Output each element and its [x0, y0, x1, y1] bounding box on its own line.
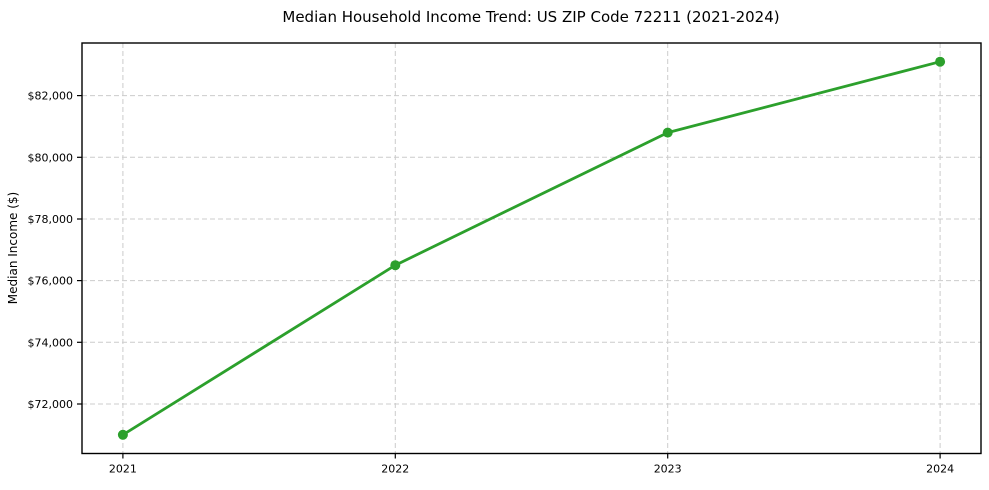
x-tick-label: 2023 — [654, 463, 682, 476]
data-point-marker — [390, 260, 401, 271]
data-point-marker — [117, 429, 128, 440]
data-point-marker — [935, 56, 946, 67]
y-tick-label: $82,000 — [28, 90, 74, 103]
x-tick-label: 2024 — [926, 463, 954, 476]
x-tick-label: 2021 — [109, 463, 137, 476]
data-point-marker — [662, 127, 673, 138]
axis-ticks — [77, 94, 941, 459]
tick-labels: $72,000 $74,000 $76,000 $78,000 $80,000 $82,0… — [28, 90, 955, 476]
y-tick-label: $76,000 — [28, 275, 74, 288]
y-tick-label: $80,000 — [28, 151, 74, 164]
chart-title: Median Household Income Trend: US ZIP Co… — [282, 8, 779, 26]
gridlines — [82, 43, 981, 454]
y-axis-label: Median Income ($) — [6, 192, 20, 304]
x-tick-label: 2022 — [381, 463, 409, 476]
trend-line — [121, 60, 942, 437]
y-tick-label: $72,000 — [28, 398, 74, 411]
plot-frame — [81, 42, 982, 455]
y-tick-label: $74,000 — [28, 336, 74, 349]
y-tick-label: $78,000 — [28, 213, 74, 226]
data-points — [117, 56, 946, 440]
